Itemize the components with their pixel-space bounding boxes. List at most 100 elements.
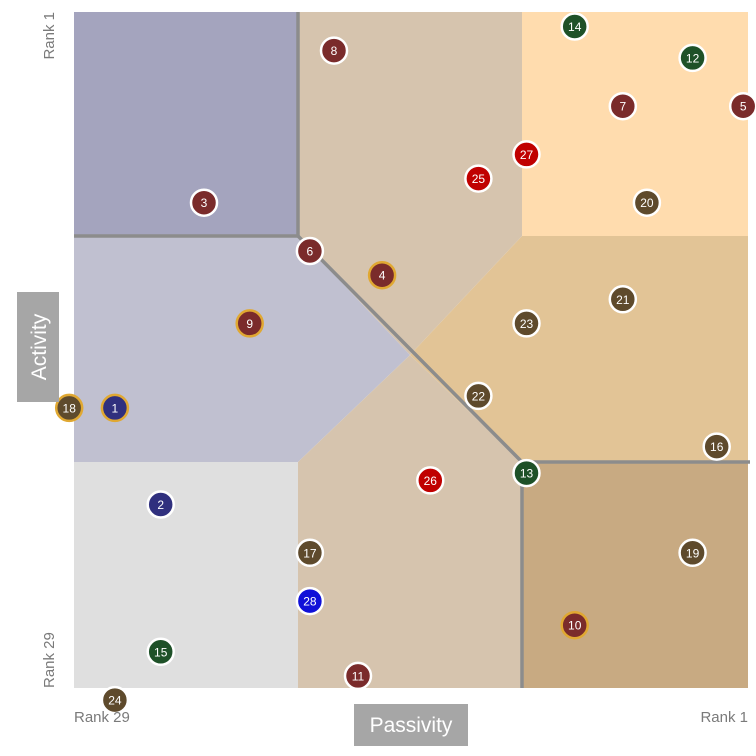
data-point-12: 12: [678, 43, 707, 73]
point-marker: [464, 164, 493, 193]
data-point-4: 4: [367, 260, 397, 290]
point-label: 14: [568, 20, 582, 34]
point-marker: [295, 236, 325, 266]
point-marker: [146, 490, 175, 519]
y-axis-min-tick-label: Rank 29: [41, 632, 58, 688]
point-label: 4: [379, 269, 386, 283]
point-marker: [100, 393, 130, 423]
data-point-11: 11: [343, 661, 373, 691]
point-marker: [146, 637, 175, 667]
point-label: 16: [710, 440, 724, 454]
region-border-line: [296, 234, 524, 464]
data-point-16: 16: [702, 432, 731, 461]
point-label: 17: [303, 546, 317, 560]
point-label: 25: [472, 172, 486, 186]
point-label: 22: [472, 389, 486, 403]
point-marker: [512, 458, 541, 488]
y-axis-max-tick-label: Rank 1: [41, 12, 58, 60]
point-label: 7: [619, 100, 626, 114]
data-point-25: 25: [464, 164, 493, 193]
point-marker: [560, 610, 589, 640]
point-marker: [702, 432, 731, 461]
x-axis-label: Passivity: [370, 714, 453, 737]
point-label: 24: [108, 694, 122, 708]
point-label: 15: [154, 645, 168, 659]
point-label: 13: [520, 467, 534, 481]
data-point-24: 24: [100, 685, 130, 715]
point-label: 27: [520, 148, 534, 162]
data-point-10: 10: [560, 610, 589, 640]
point-marker: [512, 309, 541, 338]
data-point-3: 3: [189, 188, 219, 217]
data-point-7: 7: [608, 91, 638, 121]
point-label: 23: [520, 317, 534, 331]
point-marker: [100, 685, 130, 715]
data-point-2: 2: [146, 490, 175, 519]
region-top-left: [74, 12, 298, 236]
point-marker: [608, 285, 638, 314]
point-marker: [728, 91, 756, 121]
data-point-8: 8: [319, 36, 349, 65]
data-point-23: 23: [512, 309, 541, 338]
point-marker: [295, 586, 325, 616]
region-bottom-right: [522, 462, 748, 688]
point-marker: [343, 661, 373, 691]
point-label: 2: [157, 498, 164, 512]
data-point-18: 18: [54, 393, 84, 423]
axis-label-layer: Rank 29 Rank 1 Passivity Rank 1 Rank 29 …: [17, 12, 748, 746]
point-marker: [367, 260, 397, 290]
point-marker: [189, 188, 219, 217]
region-bottom-middle: [298, 355, 522, 688]
y-axis-label-box: [17, 292, 59, 402]
data-point-9: 9: [235, 309, 264, 338]
point-marker: [678, 43, 707, 73]
point-label: 21: [616, 293, 630, 307]
region-bottom-left: [74, 462, 298, 688]
data-point-14: 14: [560, 12, 589, 41]
point-marker: [295, 538, 325, 568]
point-label: 6: [307, 245, 314, 259]
point-marker: [54, 393, 84, 423]
region-top-middle: [298, 12, 522, 355]
data-point-22: 22: [464, 381, 493, 411]
data-point-5: 5: [728, 91, 756, 121]
data-point-6: 6: [295, 236, 325, 266]
x-axis-min-tick-label: Rank 29: [74, 709, 130, 726]
point-marker: [235, 309, 264, 338]
point-label: 12: [686, 51, 700, 65]
x-axis-max-tick-label: Rank 1: [700, 709, 748, 726]
data-point-13: 13: [512, 458, 541, 488]
point-label: 26: [424, 474, 438, 488]
point-marker: [560, 12, 589, 41]
point-layer: 1234567891011121314151617181920212223242…: [54, 12, 756, 715]
point-label: 11: [352, 669, 365, 683]
region-middle-left: [74, 236, 410, 462]
data-point-17: 17: [295, 538, 325, 568]
point-marker: [512, 140, 541, 169]
point-label: 19: [686, 546, 700, 560]
data-point-26: 26: [416, 466, 445, 495]
point-label: 9: [246, 317, 253, 331]
point-label: 10: [568, 619, 582, 633]
x-axis-label-box: [354, 704, 468, 746]
region-center-right: [410, 236, 748, 462]
point-marker: [678, 538, 707, 568]
point-marker: [464, 381, 493, 411]
data-point-21: 21: [608, 285, 638, 314]
point-marker: [608, 91, 638, 121]
point-marker: [632, 188, 662, 217]
point-label: 18: [63, 401, 77, 415]
y-axis-label: Activity: [28, 313, 51, 380]
point-label: 5: [740, 100, 747, 114]
point-label: 28: [303, 595, 317, 609]
data-point-28: 28: [295, 586, 325, 616]
data-point-1: 1: [100, 393, 130, 423]
point-marker: [416, 466, 445, 495]
point-marker: [319, 36, 349, 65]
data-point-15: 15: [146, 637, 175, 667]
point-label: 3: [201, 196, 208, 210]
data-point-27: 27: [512, 140, 541, 169]
point-label: 20: [640, 196, 654, 210]
